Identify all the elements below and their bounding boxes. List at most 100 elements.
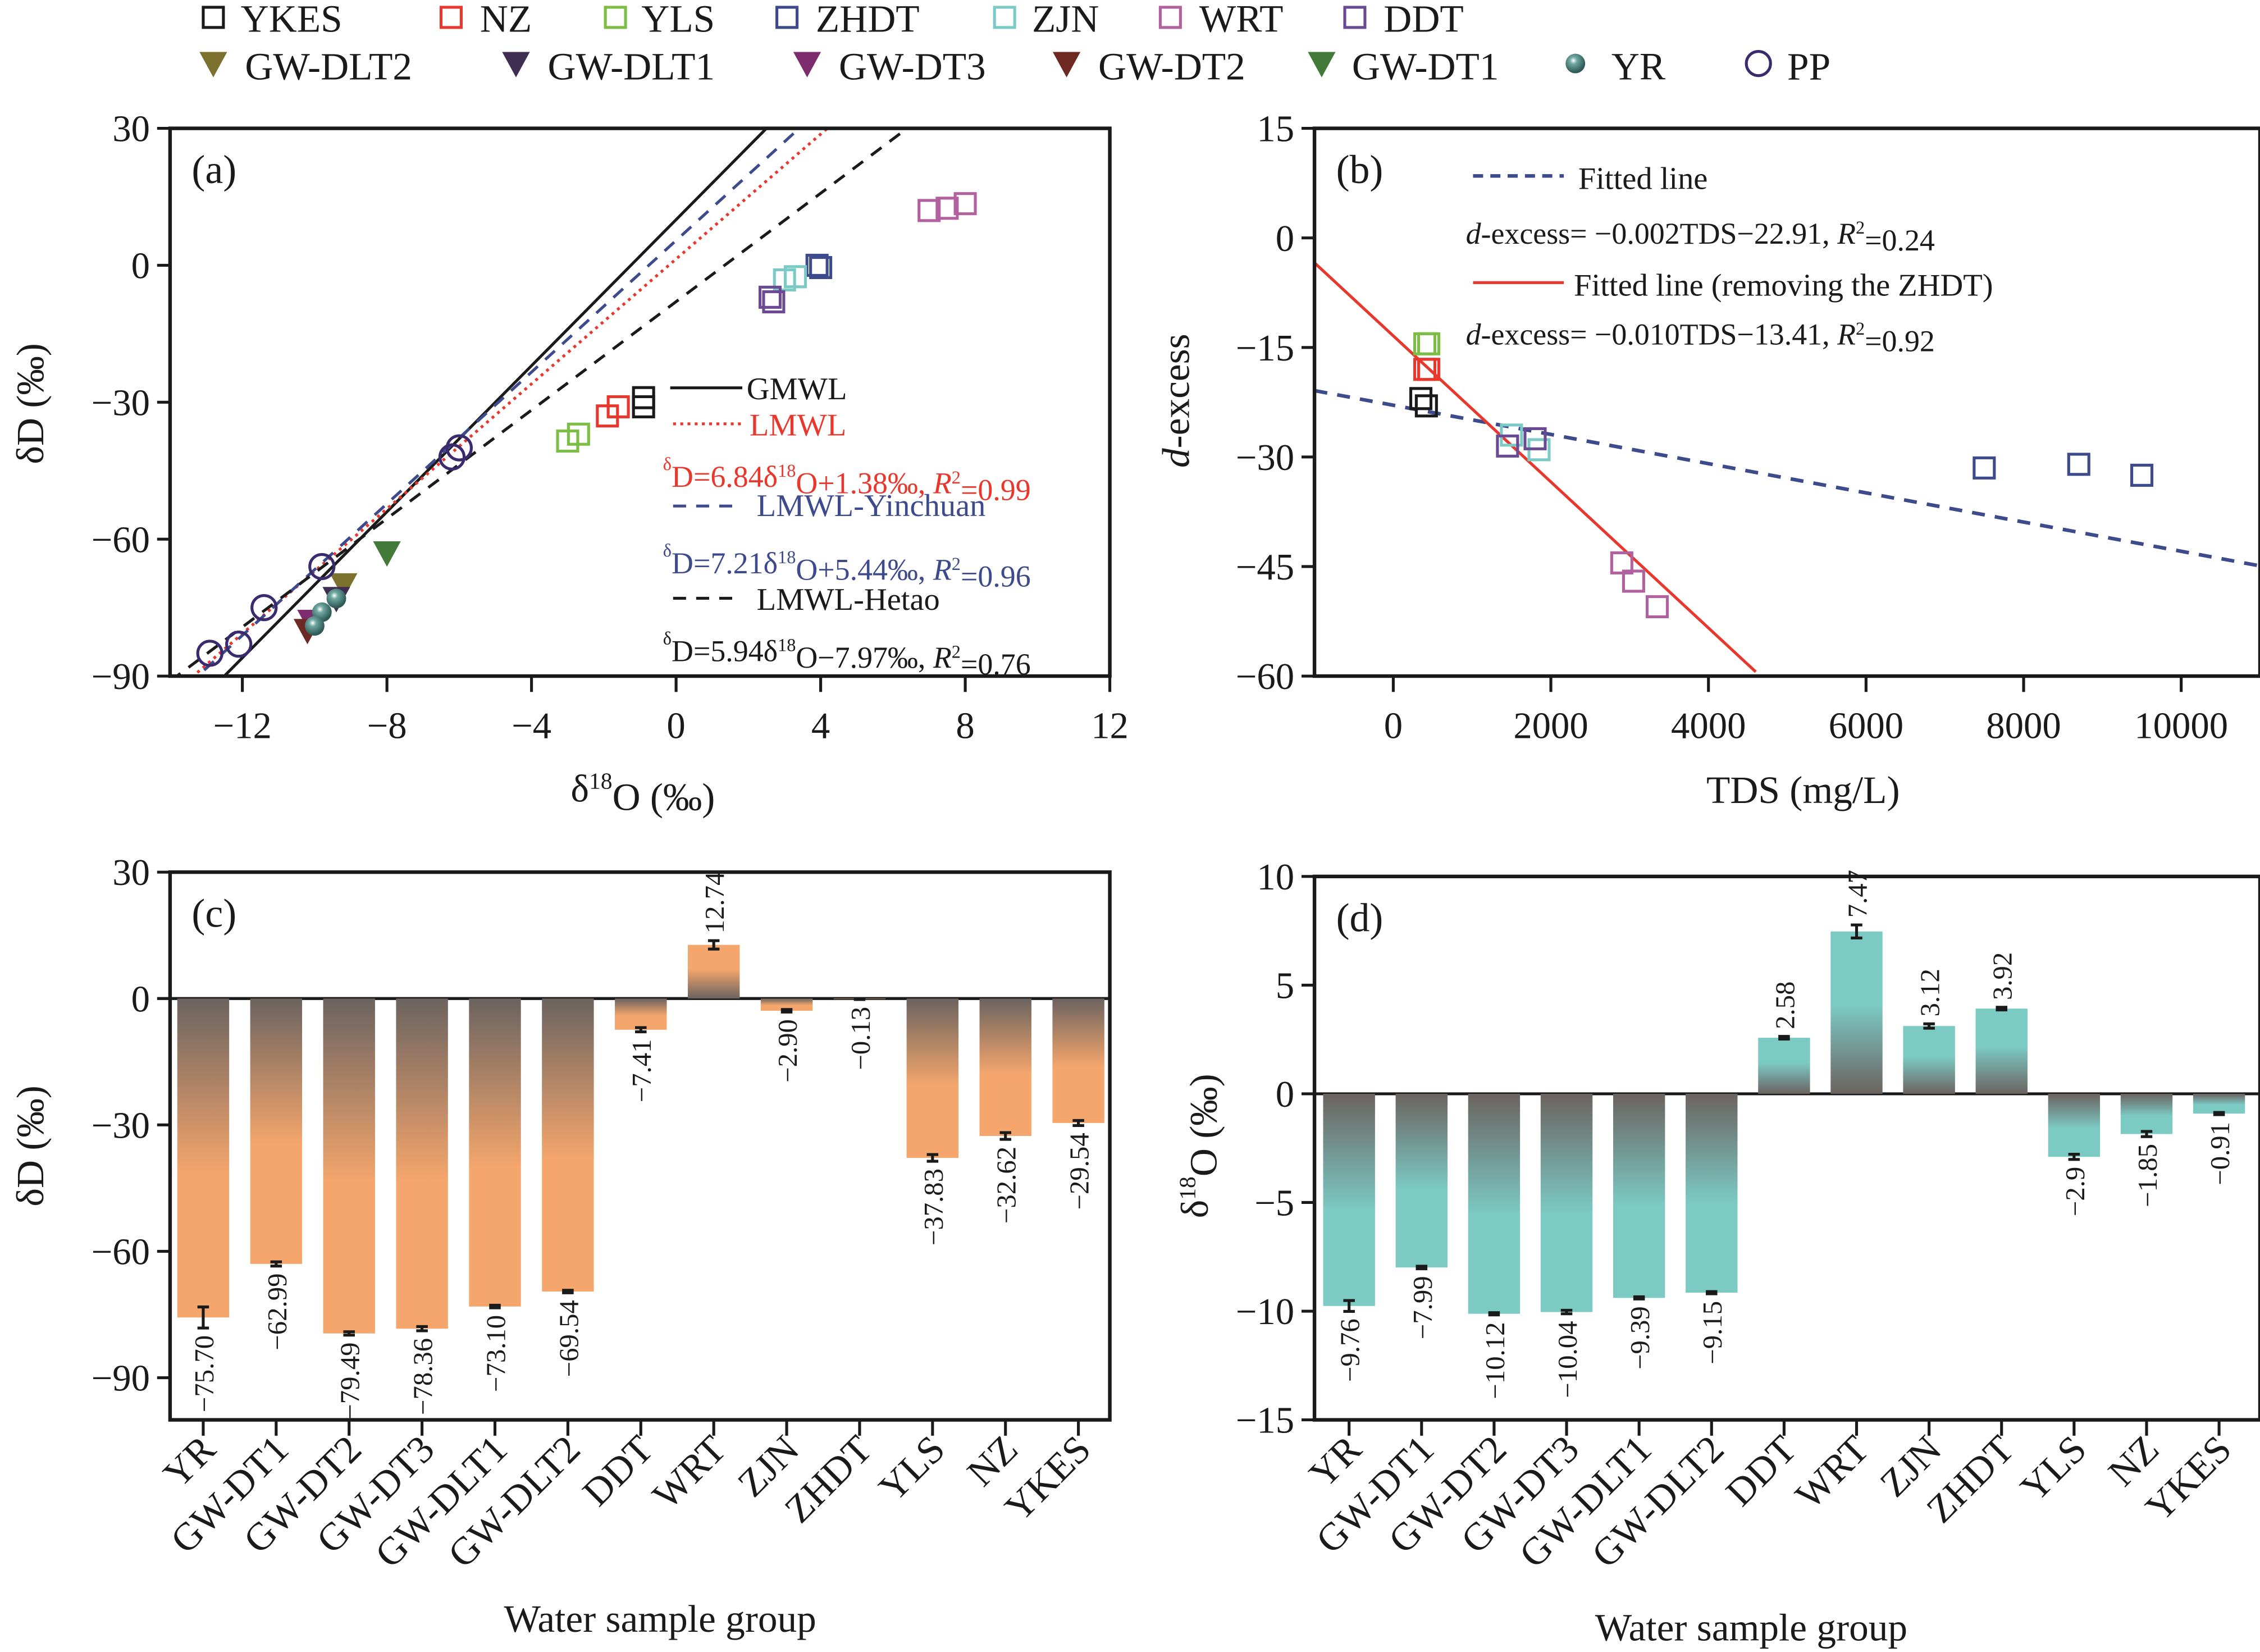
text-segment: -excess= −0.010TDS−13.41, — [1481, 318, 1838, 352]
superscript: 18 — [778, 547, 796, 567]
bar-zjn: −2.90 — [760, 998, 813, 1083]
y-tick-label: −45 — [1236, 547, 1294, 588]
lmwl-equation: δD=6.84δ18O+1.38‰, R2=0.99 — [663, 454, 1031, 506]
point-pp — [196, 640, 223, 667]
value-label: −75.70 — [189, 1335, 220, 1412]
circle-marker-icon — [1745, 49, 1772, 77]
superscript: δ — [663, 454, 672, 474]
bar-yr: −9.76 — [1323, 1093, 1375, 1382]
hetao-equation: δD=5.94δ18O−7.97‰, R2=0.76 — [663, 628, 1031, 681]
x-tick-label: 4000 — [1671, 705, 1746, 746]
y-tick-label: −5 — [1254, 1183, 1294, 1224]
bar — [1052, 998, 1104, 1123]
x-tick-label: 2000 — [1513, 705, 1588, 746]
point-yls — [1417, 332, 1441, 355]
legend-label: ZJN — [1032, 0, 1099, 40]
superscript: δ — [663, 540, 672, 560]
value-label: 3.12 — [1915, 969, 1946, 1016]
bar — [2193, 1093, 2245, 1114]
x-tick-label: −4 — [512, 705, 551, 746]
bar-zjn: 3.12 — [1903, 969, 1955, 1094]
y-tick-label: −30 — [1236, 437, 1294, 478]
value-label: −10.12 — [1480, 1322, 1510, 1399]
point-pp — [250, 594, 278, 622]
point-wrt — [1610, 551, 1633, 574]
point-zhdt — [2130, 463, 2154, 487]
panel-d-d18O-bar-chart: −9.76YR−7.99GW-DT1−10.12GW-DT2−10.04GW-D… — [1173, 857, 2260, 1649]
plot-frame — [1312, 126, 2260, 678]
text-segment: =0.92 — [1865, 324, 1935, 358]
text-segment: Water sample group — [504, 1597, 816, 1640]
y-tick-label: −15 — [1236, 1400, 1294, 1441]
plot-frame — [1312, 874, 2260, 1422]
x-tick-label: 8000 — [1986, 705, 2061, 746]
text-segment: d — [1154, 448, 1198, 468]
bar-gw-dt3: −78.36 — [396, 998, 448, 1415]
point-nz — [1417, 358, 1441, 381]
y-tick-label: 30 — [112, 109, 150, 150]
legend-label: ZHDT — [816, 0, 920, 40]
value-label: −32.62 — [992, 1147, 1022, 1224]
value-label: −78.36 — [408, 1338, 439, 1415]
square-marker-icon — [202, 6, 225, 29]
text-segment: d — [1466, 318, 1482, 352]
point-ykes — [1409, 387, 1433, 410]
line-lmwl-hetao — [174, 128, 910, 677]
point-zjn — [783, 265, 807, 289]
point-pp — [445, 434, 473, 462]
point-yls — [567, 422, 590, 446]
superscript: 18 — [778, 635, 796, 655]
bar-wrt: 12.74 — [687, 872, 740, 999]
fit-lines — [1314, 262, 2260, 673]
legend-label: GW-DLT1 — [547, 44, 715, 88]
bar — [1468, 1093, 1521, 1314]
text-segment: O+5.44‰, — [796, 553, 933, 587]
bar — [615, 998, 667, 1030]
y-tick-label: 0 — [1276, 1074, 1294, 1115]
y-tick-label: 10 — [1257, 857, 1294, 898]
x-tick-label: −12 — [213, 705, 271, 746]
y-axis-label: δD (‰) — [8, 1085, 52, 1206]
point-gw-dt1 — [373, 541, 401, 567]
x-tick-label: 6000 — [1829, 705, 1903, 746]
bar-gw-dlt1: −9.39 — [1613, 1093, 1665, 1370]
panel-a-isotope-scatter: 300−30−60−90−12 −8 −4 0 4 8 12(a)GMWLLMWLδD=6.… — [8, 109, 1129, 819]
value-label: −7.41 — [627, 1039, 657, 1102]
x-tick-label: 10000 — [2134, 705, 2228, 746]
bar — [1830, 931, 1883, 1094]
value-label: −69.54 — [554, 1300, 584, 1377]
point-yr — [326, 588, 346, 609]
legend-label: GMWL — [747, 372, 847, 407]
point-zhdt — [1973, 456, 1996, 480]
text-segment: D=6.84δ — [672, 460, 778, 494]
legend-item-gw-dt3: GW-DT3 — [793, 44, 986, 88]
y-tick-label: −15 — [1236, 328, 1294, 369]
value-label: −73.10 — [481, 1315, 511, 1392]
bar — [542, 998, 594, 1292]
superscript: 18 — [589, 768, 613, 793]
x-tick-label: WRT — [644, 1427, 734, 1517]
x-tick-label: −8 — [367, 705, 407, 746]
x-axis-label: Water sample group — [1595, 1605, 1907, 1649]
square-marker-icon — [1343, 6, 1367, 29]
bar — [323, 998, 375, 1334]
data-points — [196, 192, 977, 667]
point-zhdt — [805, 253, 829, 277]
legend-item-gw-dt2: GW-DT2 — [1052, 44, 1245, 88]
superscript: δ — [663, 628, 672, 649]
line-fitted-line-removing-the-zhdt- — [1314, 262, 1757, 673]
superscript: 2 — [1856, 318, 1865, 339]
bar-yls: −37.83 — [906, 998, 959, 1245]
x-tick-label: YKES — [996, 1427, 1098, 1529]
x-tick-label: YLS — [2012, 1427, 2094, 1509]
point-ddt — [762, 290, 786, 314]
value-label: −0.91 — [2205, 1122, 2235, 1185]
bar — [1758, 1038, 1810, 1094]
x-tick-label: 4 — [811, 705, 830, 746]
bar — [1540, 1093, 1593, 1312]
square-marker-icon — [439, 6, 463, 29]
legend-label: Fitted line — [1578, 161, 1708, 196]
bar-gw-dlt2: −9.15 — [1686, 1093, 1738, 1365]
text-segment: R — [933, 553, 952, 587]
bar — [1323, 1093, 1375, 1306]
